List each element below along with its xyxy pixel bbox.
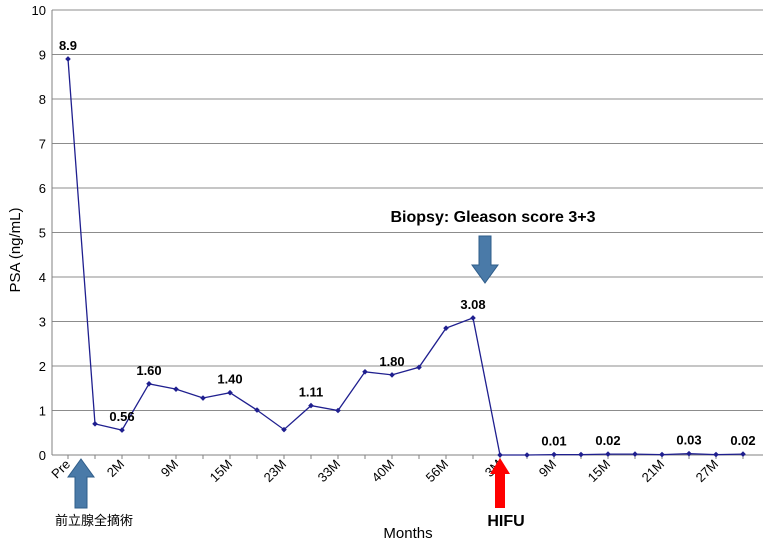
x-tick-label: 9M <box>158 457 181 480</box>
prostatectomy-annotation-text: 前立腺全摘術 <box>55 513 133 529</box>
data-point <box>659 451 665 458</box>
data-label: 1.11 <box>299 385 324 400</box>
data-point <box>632 451 638 457</box>
data-point <box>362 368 368 375</box>
y-tick-label: 3 <box>39 315 46 330</box>
data-label: 0.56 <box>109 409 134 424</box>
y-gridlines <box>52 9 763 456</box>
data-point <box>578 451 584 458</box>
series-psa <box>65 56 746 458</box>
x-tick-label: 15M <box>585 457 613 485</box>
data-point <box>389 372 395 378</box>
x-tick-label: 21M <box>639 457 667 485</box>
data-point <box>308 402 314 409</box>
data-label: 0.02 <box>595 433 620 448</box>
hifu-arrow-icon <box>490 458 510 508</box>
data-point <box>281 426 287 433</box>
data-point <box>119 427 125 433</box>
data-point <box>497 452 503 458</box>
data-point <box>740 451 746 457</box>
y-axis-title: PSA (ng/mL) <box>7 207 24 292</box>
data-label: 3.08 <box>460 297 485 312</box>
x-tick-label: 33M <box>315 457 343 485</box>
y-tick-label: 0 <box>39 448 46 463</box>
data-label: 1.60 <box>136 363 161 378</box>
data-label: 0.03 <box>676 433 701 448</box>
x-tick-label: 9M <box>536 457 559 480</box>
x-axis-title: Months <box>383 525 432 540</box>
data-point <box>524 452 530 458</box>
biopsy-annotation-text: Biopsy: Gleason score 3+3 <box>391 209 596 226</box>
y-tick-label: 6 <box>39 181 46 196</box>
data-label: 0.01 <box>541 434 566 449</box>
data-point <box>92 421 98 427</box>
y-tick-labels: 0 1 2 3 4 5 6 7 8 9 10 <box>32 3 46 463</box>
data-point <box>443 325 449 331</box>
x-tick-label: 56M <box>423 457 451 485</box>
y-tick-label: 10 <box>32 3 46 18</box>
x-tick-labels: Pre 2M 9M 15M 23M 33M 40M 56M 3M 9M 15M 21M 27M <box>48 457 721 485</box>
data-label: 1.80 <box>379 354 404 369</box>
data-point <box>551 451 557 458</box>
y-tick-label: 9 <box>39 48 46 63</box>
data-point <box>200 395 206 401</box>
x-tick-label: 23M <box>261 457 289 485</box>
data-point <box>713 451 719 458</box>
x-tick-label: 2M <box>104 457 127 480</box>
y-tick-label: 5 <box>39 226 46 241</box>
y-tick-label: 2 <box>39 359 46 374</box>
data-point <box>605 451 611 457</box>
data-point <box>416 364 422 371</box>
hifu-annotation-text: HIFU <box>487 513 524 530</box>
prostatectomy-arrow-icon <box>67 458 95 509</box>
data-label: 0.02 <box>730 433 755 448</box>
data-point <box>254 407 260 413</box>
data-point <box>65 56 71 62</box>
data-point <box>146 381 152 387</box>
data-point <box>335 407 341 414</box>
x-tick-label: Pre <box>48 457 73 482</box>
x-tick-label: 15M <box>207 457 235 485</box>
data-labels: 8.9 0.56 1.60 1.40 1.11 1.80 3.08 0.01 0.02 0.03 0… <box>59 38 756 449</box>
y-tick-label: 4 <box>39 270 46 285</box>
x-tick-label: 40M <box>369 457 397 485</box>
data-point <box>686 450 692 457</box>
y-tick-label: 8 <box>39 92 46 107</box>
data-label: 1.40 <box>217 372 242 387</box>
y-tick-label: 7 <box>39 137 46 152</box>
y-tick-label: 1 <box>39 404 46 419</box>
x-tick-label: 27M <box>693 457 721 485</box>
series-line <box>67 58 744 456</box>
data-point <box>470 315 476 321</box>
data-point <box>227 389 233 396</box>
axes <box>51 10 763 459</box>
biopsy-arrow-icon <box>471 235 499 284</box>
data-label: 8.9 <box>59 38 77 53</box>
data-point <box>173 386 179 392</box>
